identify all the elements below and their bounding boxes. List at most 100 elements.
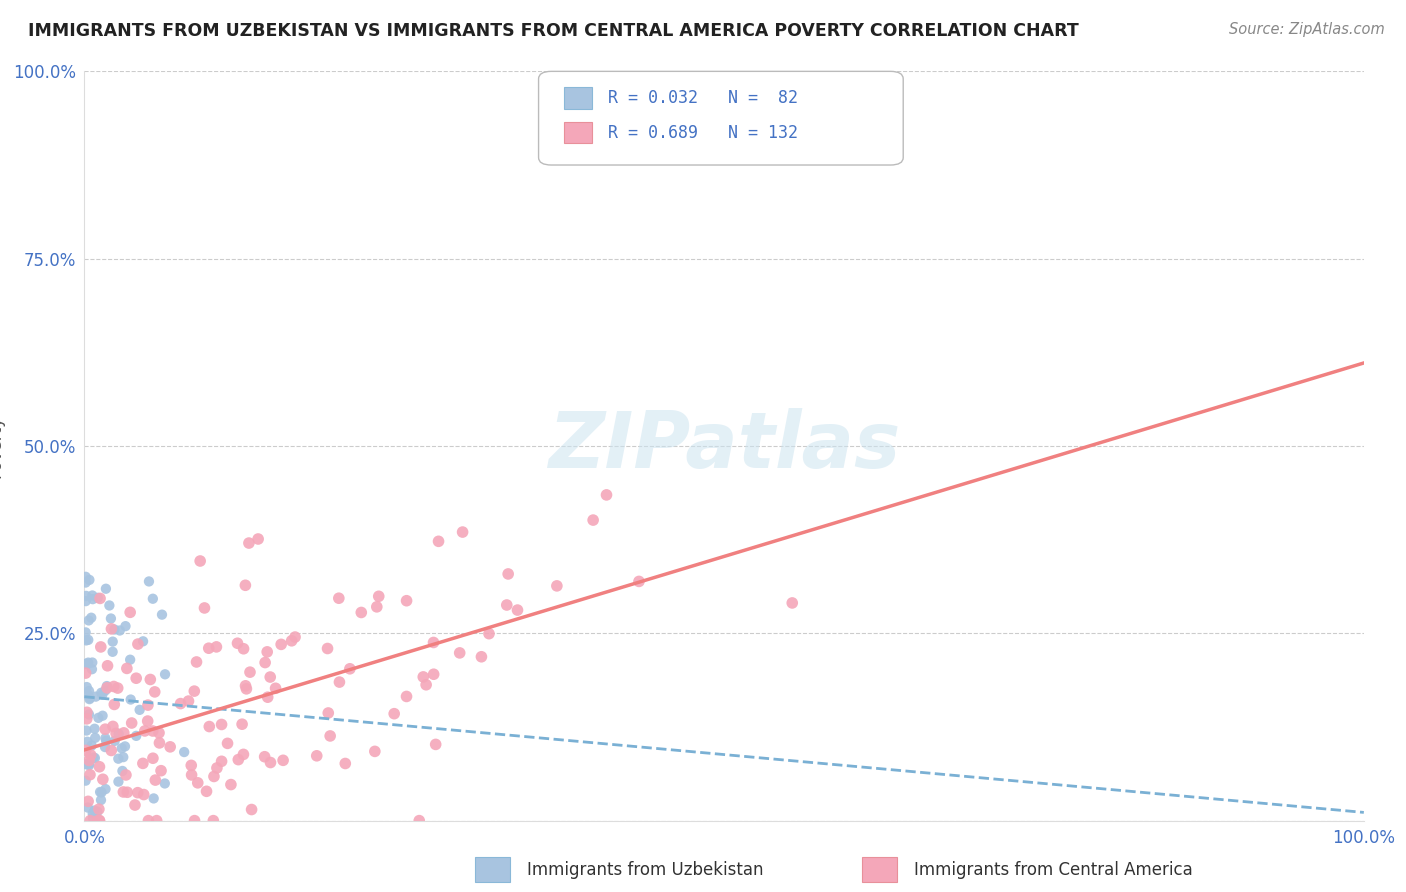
Point (75, 666, 97, 681)
Point (253, 749, 276, 764)
Point (153, 667, 176, 681)
Point (150, 764, 173, 778)
Point (76, 735, 98, 749)
Point (280, 633, 302, 648)
Point (75, 575, 97, 590)
Point (77, 794, 100, 808)
Point (125, 729, 148, 743)
Point (82, 656, 104, 670)
Point (76, 800, 98, 814)
Point (187, 776, 209, 790)
Point (202, 769, 225, 783)
Point (226, 636, 249, 650)
Point (94, 722, 117, 736)
Point (94, 731, 117, 746)
Text: Source: ZipAtlas.com: Source: ZipAtlas.com (1229, 22, 1385, 37)
Point (138, 574, 160, 589)
Y-axis label: Poverty: Poverty (0, 415, 4, 477)
Point (114, 739, 136, 754)
Point (77, 758, 100, 772)
Point (115, 661, 138, 675)
Point (83, 722, 105, 736)
Point (75, 657, 97, 671)
Point (90, 686, 112, 700)
Point (98, 599, 121, 613)
Point (111, 741, 134, 756)
Point (112, 785, 135, 799)
Point (75, 773, 97, 788)
Point (82, 589, 104, 603)
Point (132, 788, 155, 802)
Point (84, 690, 107, 704)
Point (91, 688, 114, 702)
Point (205, 761, 228, 775)
Point (136, 714, 159, 728)
Point (328, 675, 350, 690)
Point (780, 596, 803, 610)
Point (195, 784, 218, 798)
Point (183, 814, 205, 828)
Point (219, 778, 242, 792)
Point (193, 601, 215, 615)
Point (256, 690, 278, 705)
Point (235, 681, 257, 696)
Point (159, 739, 181, 754)
Point (259, 670, 281, 684)
Point (91, 708, 114, 723)
Point (75, 570, 97, 584)
Point (148, 726, 170, 740)
Point (449, 646, 471, 660)
Point (75, 625, 97, 640)
Point (226, 753, 249, 767)
Point (100, 743, 122, 757)
FancyBboxPatch shape (538, 71, 903, 165)
Point (211, 754, 233, 768)
Point (83, 751, 105, 765)
Point (107, 681, 129, 695)
Point (169, 697, 191, 711)
Point (82, 811, 104, 825)
Point (305, 748, 328, 763)
Point (132, 634, 155, 648)
Point (79, 768, 101, 782)
Point (89, 591, 111, 606)
Point (235, 679, 257, 693)
Point (101, 634, 124, 648)
Point (271, 753, 294, 767)
Point (125, 671, 148, 685)
FancyBboxPatch shape (564, 87, 592, 109)
Point (422, 635, 444, 649)
Point (127, 637, 149, 651)
Point (108, 624, 131, 638)
Point (264, 681, 287, 696)
Point (87, 591, 110, 605)
Point (79, 814, 101, 828)
Point (90, 640, 112, 654)
Point (89, 760, 111, 774)
Point (120, 692, 142, 706)
Point (107, 752, 129, 766)
Point (188, 554, 211, 568)
Point (103, 623, 125, 637)
Point (180, 768, 202, 782)
Point (238, 536, 260, 550)
Point (138, 814, 160, 828)
Point (186, 655, 208, 669)
Point (408, 814, 430, 828)
Point (328, 591, 350, 606)
Point (495, 598, 517, 612)
Point (254, 656, 277, 670)
Point (205, 640, 228, 654)
Point (415, 678, 437, 692)
FancyBboxPatch shape (564, 122, 592, 144)
Point (77, 754, 100, 768)
Point (117, 785, 139, 799)
Point (104, 734, 127, 748)
Point (101, 645, 124, 659)
Point (84, 731, 107, 745)
Point (627, 574, 650, 589)
Point (319, 729, 342, 743)
Point (77, 614, 100, 628)
Point (232, 641, 254, 656)
Point (96, 658, 118, 673)
